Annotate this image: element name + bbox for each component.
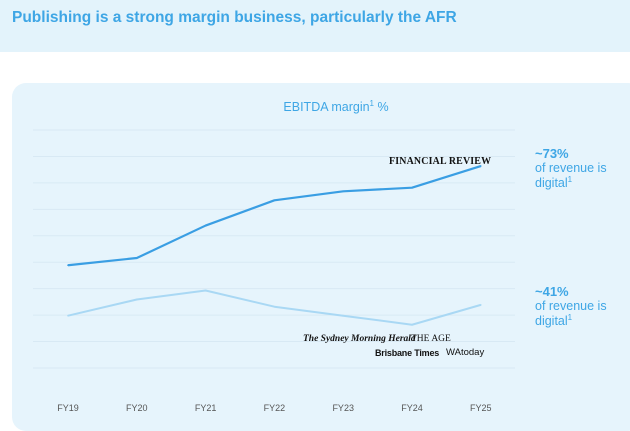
callout-metro-sup: 1 [567,312,573,322]
callout-metro-line2: digital [535,314,568,328]
callout-afr: ~73% of revenue is digital1 [535,146,607,191]
x-tick-label: FY22 [264,403,286,413]
series-line-metro [67,289,482,326]
brisbane-times-logo: Brisbane Times [375,348,440,358]
series-line-metro-point [273,305,276,308]
series-line-afr-point [411,186,413,189]
series-line-metro-point [342,314,345,317]
series-line-afr-point [67,264,69,267]
callout-afr-sup: 1 [567,174,573,184]
series-line-metro-point [67,314,69,317]
watoday-logo: WAtoday [446,347,485,358]
series-line-metro-point [136,298,138,301]
series-line-afr-point [204,224,207,227]
series-line-afr-point [273,199,276,202]
age-logo: THE AGE [411,334,451,344]
series-line-afr-point [480,165,482,167]
smh-logo: The Sydney Morning Herald [303,334,416,344]
callout-afr-pct: ~73% [535,146,569,161]
callout-metro-line1: of revenue is [535,299,607,313]
x-axis-tick-labels: FY19 FY20 FY21 FY22 FY23 FY24 FY25 [57,403,491,413]
callout-afr-line2: digital [535,176,568,190]
x-tick-label: FY19 [57,403,79,413]
chart-title-sup: 1 [370,99,375,108]
page-title: Publishing is a strong margin business, … [12,9,457,26]
series-line-afr [67,165,482,267]
callout-metro: ~41% of revenue is digital1 [535,284,607,329]
chart-title-text: EBITDA margin [283,100,369,114]
chart-gridlines [33,129,515,369]
chart-title: EBITDA margin1 % [283,99,388,114]
chart-panel [12,83,630,431]
x-tick-label: FY20 [126,403,148,413]
callout-metro-pct: ~41% [535,284,569,299]
series-line-afr-point [136,257,138,259]
chart-title-suffix: % [374,100,389,114]
afr-logo: FINANCIAL REVIEW [389,155,492,167]
x-tick-label: FY21 [195,403,217,413]
header-band [0,0,630,52]
series-line-afr-point [342,190,345,193]
callout-afr-line1: of revenue is [535,161,607,175]
series-line-metro-point [480,304,482,306]
series-line-metro-point [411,323,413,326]
x-tick-label: FY23 [332,403,354,413]
chart-series [67,165,482,326]
x-tick-label: FY24 [401,403,423,413]
x-tick-label: FY25 [470,403,492,413]
series-line-metro-point [204,289,207,292]
